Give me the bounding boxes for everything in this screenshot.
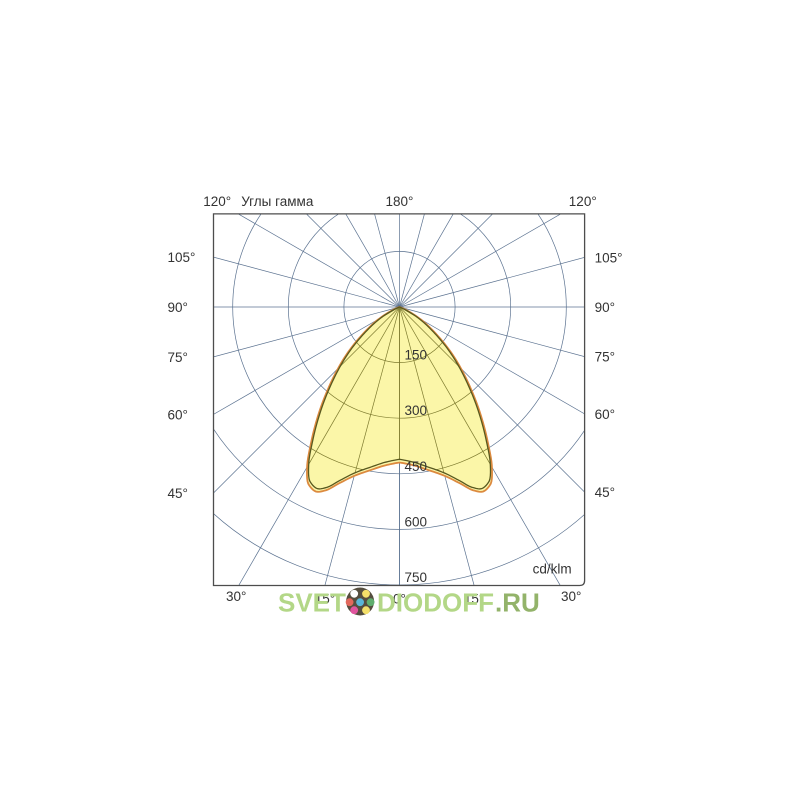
svg-text:DIODOFF: DIODOFF xyxy=(377,588,494,618)
svg-text:30°: 30° xyxy=(226,589,246,604)
svg-text:Углы гамма: Углы гамма xyxy=(241,194,314,209)
svg-text:105°: 105° xyxy=(168,250,196,265)
svg-text:45°: 45° xyxy=(168,486,188,501)
svg-text:SVET: SVET xyxy=(278,588,346,618)
svg-text:30°: 30° xyxy=(561,589,581,604)
svg-text:750: 750 xyxy=(405,570,428,585)
svg-text:90°: 90° xyxy=(595,300,615,315)
svg-text:150: 150 xyxy=(405,348,428,363)
svg-text:.RU: .RU xyxy=(495,588,540,618)
svg-text:180°: 180° xyxy=(386,194,414,209)
svg-text:120°: 120° xyxy=(569,194,597,209)
svg-text:105°: 105° xyxy=(595,250,623,265)
svg-text:600: 600 xyxy=(405,514,428,529)
svg-text:90°: 90° xyxy=(168,300,188,315)
svg-text:60°: 60° xyxy=(595,407,615,422)
svg-text:75°: 75° xyxy=(168,350,188,365)
svg-text:cd/klm: cd/klm xyxy=(533,562,572,577)
svg-text:120°: 120° xyxy=(203,194,231,209)
svg-text:60°: 60° xyxy=(168,407,188,422)
svg-text:300: 300 xyxy=(405,403,428,418)
svg-text:45°: 45° xyxy=(595,485,615,500)
svg-text:75°: 75° xyxy=(595,350,615,365)
svg-text:450: 450 xyxy=(405,459,428,474)
